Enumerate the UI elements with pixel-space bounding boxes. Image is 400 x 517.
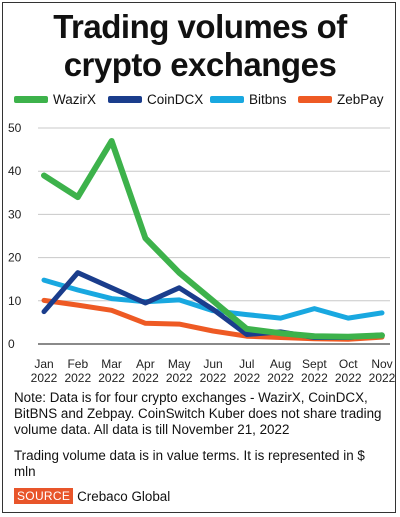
source-tag: SOURCE: [14, 488, 74, 504]
x-tick-month-3: Apr: [136, 357, 155, 371]
figure-frame: [2, 2, 396, 513]
x-tick-month-2: Mar: [101, 357, 122, 371]
x-tick-year-4: 2022: [166, 371, 193, 385]
x-tick-year-5: 2022: [200, 371, 227, 385]
chart-note: Note: Data is for four crypto exchanges …: [14, 390, 382, 437]
title-line-1: Trading volumes of: [53, 8, 347, 45]
x-tick-year-6: 2022: [233, 371, 260, 385]
legend-swatch-zebpay: [298, 96, 332, 103]
y-tick-label-10: 10: [8, 294, 22, 308]
x-tick-month-8: Sept: [302, 357, 327, 371]
legend-label-zebpay: ZebPay: [337, 92, 384, 107]
title-line-2: crypto exchanges: [63, 46, 337, 83]
series-line-zebpay: [41, 297, 385, 342]
x-tick-month-5: Jun: [203, 357, 222, 371]
x-tick-month-10: Nov: [371, 357, 392, 371]
legend-item-zebpay: ZebPay: [298, 92, 384, 107]
chart-title: Trading volumes of crypto exchanges: [0, 8, 400, 84]
chart-note-units: Trading volume data is in value terms. I…: [14, 448, 365, 479]
x-tick-year-8: 2022: [301, 371, 328, 385]
legend-swatch-coindcx: [108, 96, 142, 103]
legend: WazirX CoinDCX Bitbns ZebPay: [14, 92, 394, 108]
y-tick-label-20: 20: [8, 251, 22, 265]
legend-label-wazirx: WazirX: [53, 92, 96, 107]
x-tick-year-9: 2022: [335, 371, 362, 385]
legend-label-bitbns: Bitbns: [249, 92, 287, 107]
x-tick-year-7: 2022: [267, 371, 294, 385]
x-tick-year-10: 2022: [369, 371, 396, 385]
y-tick-label-0: 0: [8, 337, 15, 351]
x-tick-month-4: May: [168, 357, 191, 371]
series-line-wazirx: [41, 138, 385, 340]
x-tick-year-0: 2022: [31, 371, 58, 385]
source-text: Crebaco Global: [77, 488, 171, 504]
legend-item-wazirx: WazirX: [14, 92, 96, 107]
x-tick-year-2: 2022: [98, 371, 125, 385]
x-tick-month-6: Jul: [239, 357, 254, 371]
y-tick-label-30: 30: [8, 207, 22, 221]
series-line-coindcx: [41, 270, 385, 340]
line-chart: 01020304050Jan2022Feb2022Mar2022Apr2022M…: [8, 121, 396, 385]
legend-label-coindcx: CoinDCX: [147, 92, 204, 107]
x-tick-year-3: 2022: [132, 371, 159, 385]
legend-item-bitbns: Bitbns: [210, 92, 287, 107]
x-tick-year-1: 2022: [64, 371, 91, 385]
x-tick-month-0: Jan: [34, 357, 53, 371]
x-tick-month-7: Aug: [270, 357, 291, 371]
x-tick-month-1: Feb: [67, 357, 88, 371]
x-tick-month-9: Oct: [339, 357, 358, 371]
y-tick-label-50: 50: [8, 121, 22, 135]
y-tick-label-40: 40: [8, 164, 22, 178]
source-line: SOURCE Crebaco Global: [14, 488, 170, 504]
legend-swatch-bitbns: [210, 96, 244, 103]
legend-item-coindcx: CoinDCX: [108, 92, 203, 107]
legend-swatch-wazirx: [14, 96, 48, 103]
